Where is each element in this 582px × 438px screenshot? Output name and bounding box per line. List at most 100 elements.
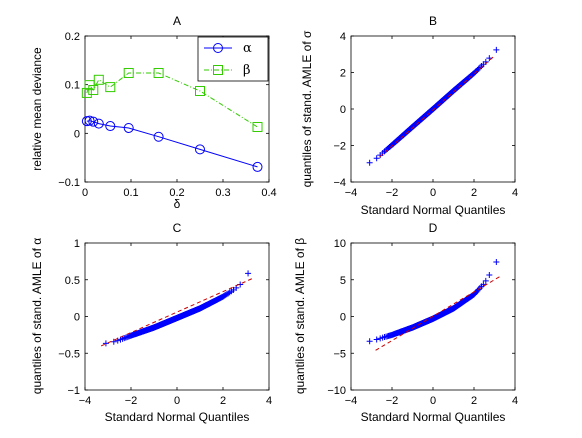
legend-alpha-label: α [243, 41, 252, 56]
panel-a-legend-box [197, 36, 269, 82]
x-tick-label: −2 [386, 187, 399, 199]
x-tick-label: 0 [430, 395, 436, 407]
y-tick-label: 0.2 [65, 31, 80, 43]
data-point-alpha [88, 116, 99, 127]
y-tick-label: 5 [340, 275, 346, 287]
x-tick-label: 0 [174, 395, 180, 407]
y-tick-label: 0.1 [65, 80, 80, 92]
panel-b-title: B [429, 14, 437, 28]
y-tick-label: 0 [340, 104, 346, 116]
qq-point [245, 270, 252, 277]
data-point-alpha [123, 122, 134, 133]
y-tick-label: −0.1 [58, 177, 80, 189]
panel-c: −4 −2 0 2 4 −1 −0.5 0 0.5 1 C Standard Normal Qua… [30, 221, 272, 424]
panel-a: 0 0.1 0.2 0.3 0.4−0.100.10.2 A δ relative me… [30, 14, 277, 211]
data-point-alpha [84, 115, 95, 126]
x-tick-label: 0.2 [169, 187, 184, 199]
x-tick-label: 2 [471, 187, 477, 199]
qq-point [114, 337, 121, 344]
qq-point [493, 259, 500, 266]
panel-a-title: A [173, 14, 181, 28]
data-point-alpha [105, 121, 116, 132]
qq-point [480, 281, 487, 288]
data-point-beta [93, 74, 104, 85]
y-tick-label: −0.5 [58, 348, 80, 360]
panel-a-plot-area: 0 0.1 0.2 0.3 0.4−0.100.10.2 [58, 31, 276, 199]
series-line-alpha [86, 120, 258, 168]
y-tick-label: −5 [333, 348, 346, 360]
y-tick-label: 0 [340, 312, 346, 324]
panel-d-title: D [429, 221, 438, 235]
qq-point [373, 155, 380, 162]
qq-point [482, 277, 489, 284]
panel-c-xlabel: Standard Normal Quantiles [105, 410, 250, 424]
panel-b-plot-area: −4 −2 0 2 4 −4 −2 0 2 4 [333, 31, 518, 199]
x-tick-label: 0.4 [261, 187, 276, 199]
panel-b-ylabel: quantiles of stand. AMLE of σ [300, 30, 314, 187]
x-tick-label: 0.1 [123, 187, 138, 199]
y-tick-label: 1 [74, 238, 80, 250]
qq-point [373, 336, 380, 343]
x-tick-label: 0 [430, 187, 436, 199]
x-tick-label: 2 [220, 395, 226, 407]
x-tick-label: 4 [512, 187, 518, 199]
y-tick-label: 0.5 [65, 275, 80, 287]
panel-d-plot-area: −4 −2 0 2 4 −10 −5 0 5 10 [327, 238, 518, 407]
data-point-alpha [252, 161, 263, 172]
panel-d-xlabel: Standard Normal Quantiles [361, 410, 506, 424]
data-point-beta [153, 67, 164, 78]
qq-point [366, 159, 373, 166]
y-tick-label: 2 [340, 68, 346, 80]
y-tick-label: 0 [74, 128, 80, 140]
qq-point [475, 65, 482, 72]
y-tick-label: 10 [334, 238, 346, 250]
data-point-beta [252, 122, 263, 133]
x-tick-label: 0.3 [215, 187, 230, 199]
x-tick-label: 4 [266, 395, 272, 407]
data-point-beta [123, 67, 134, 78]
x-tick-label: −2 [125, 395, 138, 407]
x-tick-label: −4 [79, 395, 92, 407]
data-point-beta [195, 85, 205, 96]
panel-a-xlabel: δ [174, 197, 181, 211]
x-tick-label: −2 [386, 395, 399, 407]
data-point-alpha [195, 144, 205, 155]
legend-alpha-marker [213, 43, 223, 53]
x-tick-label: 4 [512, 395, 518, 407]
qq-point [366, 338, 373, 345]
panel-d: −4 −2 0 2 4 −10 −5 0 5 10 D Standard Normal Quant… [293, 221, 518, 424]
panel-b: −4 −2 0 2 4 −4 −2 0 2 4 B Standard Normal Quantil… [300, 14, 518, 217]
y-tick-label: −1 [67, 385, 80, 397]
x-tick-label: −4 [345, 395, 358, 407]
data-point-beta [81, 87, 92, 98]
data-point-alpha [153, 131, 164, 142]
x-tick-label: −4 [345, 187, 358, 199]
panel-c-title: C [173, 221, 182, 235]
x-tick-label: 0 [82, 187, 88, 199]
x-tick-label: 2 [471, 395, 477, 407]
legend-beta-marker [213, 65, 223, 75]
data-point-beta [88, 85, 99, 96]
qq-point [225, 290, 232, 297]
reference-line [379, 55, 495, 158]
qq-point [493, 46, 500, 53]
panel-a-legend: α β [197, 36, 269, 82]
qq-point [486, 272, 493, 279]
panel-c-plot-area: −4 −2 0 2 4 −1 −0.5 0 0.5 1 [58, 238, 272, 407]
qq-point [121, 335, 128, 342]
legend-beta-label: β [243, 63, 251, 78]
y-tick-label: −10 [327, 385, 346, 397]
data-point-alpha [93, 118, 104, 129]
y-tick-label: −4 [333, 177, 346, 189]
series-line-beta [86, 72, 258, 128]
panel-a-ylabel: relative mean deviance [30, 47, 44, 171]
reference-line [375, 275, 501, 351]
panel-c-ylabel: quantiles of stand. AMLE of α [30, 238, 44, 394]
panel-b-xlabel: Standard Normal Quantiles [361, 203, 506, 217]
panel-d-ylabel: quantiles of stand. AMLE of β [293, 238, 307, 394]
y-tick-label: −2 [333, 141, 346, 153]
data-point-beta [105, 82, 116, 93]
y-tick-label: 4 [340, 31, 346, 43]
y-tick-label: 0 [74, 312, 80, 324]
